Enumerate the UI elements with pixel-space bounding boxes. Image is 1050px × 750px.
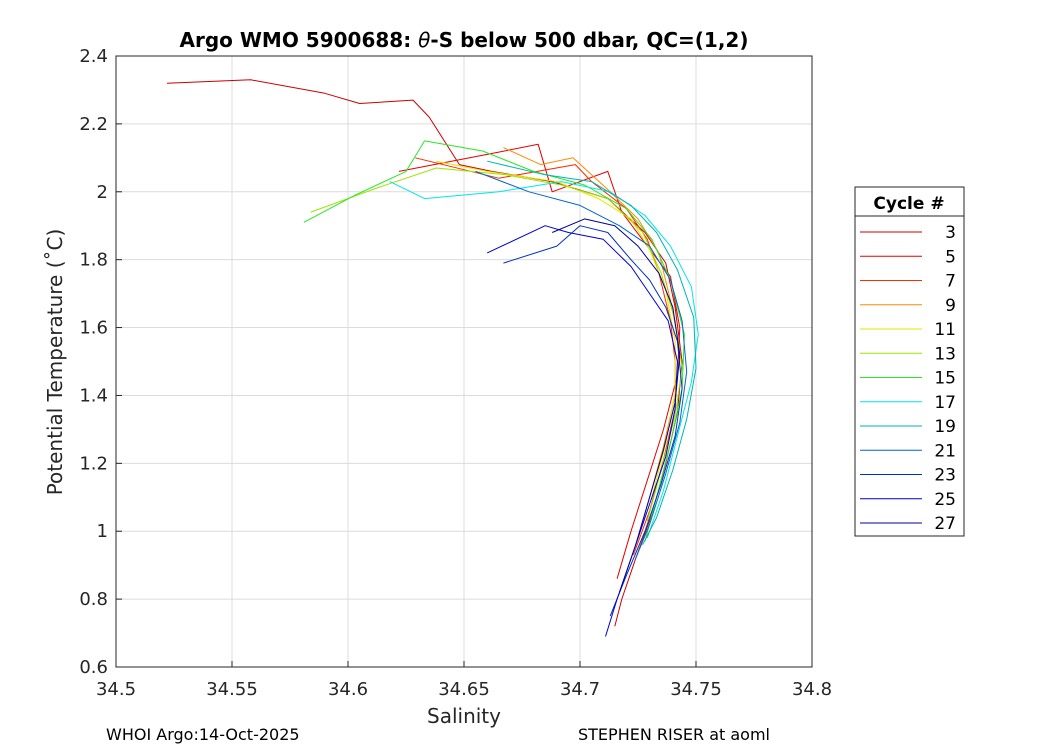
y-axis: 0.6 0.8 1 1.2 1.4 1.6 1.8 2 2.2 2.4	[79, 46, 122, 678]
title-suffix: -S below 500 dbar, QC=(1,2)	[430, 28, 748, 52]
y-tick-label: 0.6	[79, 657, 108, 678]
chart-title: Argo WMO 5900688: θ-S below 500 dbar, QC…	[180, 28, 749, 52]
series-line-cycle-21	[475, 170, 688, 559]
legend-label: 11	[934, 320, 956, 340]
series-line-cycle-19	[487, 160, 697, 546]
y-tick-label: 2	[97, 182, 108, 203]
y-axis-label: Potential Temperature (˚C)	[43, 229, 67, 496]
series-line-cycle-27	[552, 218, 681, 593]
y-tick-label: 1.8	[79, 250, 108, 271]
series-line-cycle-11	[436, 160, 676, 498]
title-theta: θ	[418, 28, 430, 52]
title-prefix: Argo WMO 5900688:	[180, 28, 419, 52]
legend-label: 17	[934, 393, 956, 413]
legend-label: 3	[945, 223, 956, 243]
x-tick-label: 34.55	[206, 679, 258, 700]
legend-label: 13	[934, 344, 956, 364]
x-tick-label: 34.75	[670, 679, 722, 700]
series-line-cycle-23	[503, 225, 683, 617]
series-lines	[166, 79, 699, 637]
legend-label: 27	[934, 514, 956, 534]
legend-label: 21	[934, 441, 956, 461]
legend: Cycle # 3 5 7 9 11 13 15 17 19 21 23 25 27	[854, 186, 965, 537]
footer-date: WHOI Argo:14-Oct-2025	[106, 725, 300, 744]
series-line-cycle-13	[310, 167, 683, 522]
series-line-cycle-9	[503, 147, 681, 539]
x-axis: 34.5 34.55 34.6 34.65 34.7 34.75 34.8	[96, 661, 832, 700]
x-tick-label: 34.65	[438, 679, 490, 700]
x-tick-label: 34.8	[792, 679, 832, 700]
legend-label: 25	[934, 490, 956, 510]
series-line-cycle-17	[389, 181, 699, 539]
y-tick-label: 2.4	[79, 46, 108, 67]
x-tick-label: 34.6	[328, 679, 368, 700]
x-tick-label: 34.5	[96, 679, 136, 700]
legend-box	[854, 186, 965, 537]
x-axis-label: Salinity	[427, 704, 501, 728]
series-line-cycle-5	[398, 143, 681, 579]
y-tick-label: 1.2	[79, 453, 108, 474]
legend-title: Cycle #	[873, 194, 944, 214]
legend-label: 23	[934, 466, 956, 486]
series-line-cycle-15	[303, 140, 685, 542]
x-tick-label: 34.7	[560, 679, 600, 700]
legend-items: 3 5 7 9 11 13 15 17 19 21 23 25 27	[860, 223, 956, 534]
legend-label: 5	[945, 247, 956, 267]
footer-attribution: STEPHEN RISER at aoml	[578, 725, 770, 744]
series-line-cycle-25	[486, 225, 678, 637]
legend-label: 9	[945, 296, 956, 316]
legend-label: 15	[934, 369, 956, 389]
y-tick-label: 2.2	[79, 114, 108, 135]
y-tick-label: 1.4	[79, 385, 108, 406]
legend-label: 19	[934, 417, 956, 437]
y-tick-label: 1	[97, 521, 108, 542]
legend-label: 7	[945, 272, 956, 292]
y-tick-label: 0.8	[79, 589, 108, 610]
series-line-cycle-3	[166, 79, 683, 627]
y-tick-label: 1.6	[79, 318, 108, 339]
